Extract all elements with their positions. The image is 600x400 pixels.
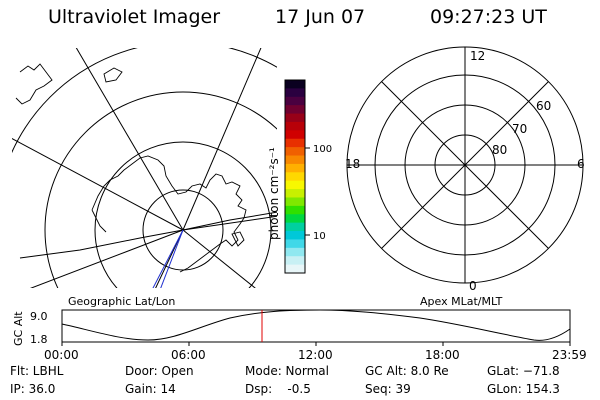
colorbar-swatch	[285, 121, 305, 131]
colorbar-swatch	[285, 239, 305, 249]
colorbar-swatch	[285, 105, 305, 115]
geo-lon-line	[182, 48, 262, 231]
altitude-timeline: 00:00 06:00 12:00 18:00 23:59 9.0 1.8 GC…	[12, 309, 587, 362]
colorbar-swatch	[285, 138, 305, 148]
colorbar-frame	[284, 79, 306, 274]
timeline-frame	[61, 309, 571, 343]
geo-lat-circle	[44, 91, 277, 288]
geo-blue-line	[160, 229, 184, 288]
coastline	[231, 231, 245, 247]
apex-polar-plot	[346, 46, 584, 284]
glat-value: GLat: −71.8	[487, 364, 560, 378]
coastline	[15, 63, 53, 105]
seq-value: Seq: 39	[365, 382, 411, 396]
mlt-label-left: 18	[345, 157, 360, 171]
geo-blue-line	[152, 229, 184, 288]
app-title: Ultraviolet Imager	[48, 6, 221, 28]
colorbar-swatch	[285, 214, 305, 224]
timeline-ytick-label: 1.8	[30, 333, 48, 346]
door-value: Door: Open	[125, 364, 194, 378]
colorbar-gradient	[285, 80, 305, 274]
mlt-diagonal	[381, 81, 549, 249]
timeline-xtick-label: 00:00	[44, 348, 79, 362]
timeline-xtick-label: 18:00	[425, 348, 460, 362]
gain-value: Gain: 14	[125, 382, 176, 396]
colorbar-swatch	[285, 155, 305, 165]
colorbar-swatch	[285, 189, 305, 199]
geo-lat-circle	[94, 141, 272, 288]
geo-lon-line	[12, 137, 184, 231]
mlat-label: 60	[536, 99, 551, 113]
colorbar-unit-label: photon cm⁻²s⁻¹	[267, 147, 281, 240]
geo-track-line	[19, 211, 277, 259]
timeline-xtick-label: 12:00	[298, 348, 333, 362]
colorbar: 100 10 photon cm⁻²s⁻¹	[267, 79, 332, 274]
geographic-map	[12, 48, 277, 288]
geo-lon-line	[182, 229, 256, 288]
mlat-label: 80	[492, 143, 507, 157]
geo-lon-line	[75, 48, 184, 231]
colorbar-swatch	[285, 113, 305, 123]
colorbar-swatch	[285, 88, 305, 98]
glon-value: GLon: 154.3	[487, 382, 560, 396]
time-label: 09:27:23 UT	[430, 6, 547, 28]
colorbar-swatch	[285, 222, 305, 232]
colorbar-tick-label: 10	[313, 231, 326, 242]
mlt-label-top: 12	[470, 49, 485, 63]
mlt-label-bottom: 0	[469, 279, 477, 293]
mlt-label-right: 6	[577, 157, 585, 171]
timeline-ytick-label: 9.0	[30, 310, 48, 323]
timeline-ylabel: GC Alt	[12, 311, 25, 346]
gc-alt-value: GC Alt: 8.0 Re	[365, 364, 449, 378]
colorbar-swatch	[285, 180, 305, 190]
colorbar-swatch	[285, 247, 305, 257]
timeline-xtick-label: 06:00	[171, 348, 206, 362]
coastline	[103, 67, 123, 83]
apex-map-title: Apex MLat/MLT	[420, 295, 503, 308]
ip-value: IP: 36.0	[10, 382, 56, 396]
geo-map-title: Geographic Lat/Lon	[68, 295, 175, 308]
colorbar-swatch	[285, 231, 305, 241]
timeline-xtick-label: 23:59	[552, 348, 587, 362]
colorbar-swatch	[285, 197, 305, 207]
dsp-value: Dsp: -0.5	[245, 382, 311, 396]
colorbar-swatch	[285, 172, 305, 182]
colorbar-swatch	[285, 205, 305, 215]
geo-lon-line	[182, 215, 277, 231]
colorbar-swatch	[285, 80, 305, 89]
date-label: 17 Jun 07	[275, 6, 366, 28]
colorbar-swatch	[285, 163, 305, 173]
geo-lat-circle	[12, 48, 277, 154]
coastline	[91, 155, 247, 273]
colorbar-swatch	[285, 264, 305, 274]
geo-lon-line	[29, 229, 184, 288]
colorbar-swatch	[285, 147, 305, 157]
filter-value: Flt: LBHL	[10, 364, 64, 378]
mlat-label: 70	[512, 122, 527, 136]
mode-value: Mode: Normal	[245, 364, 329, 378]
colorbar-swatch	[285, 96, 305, 106]
colorbar-swatch	[285, 256, 305, 266]
altitude-curve	[61, 309, 571, 341]
colorbar-tick-label: 100	[313, 144, 332, 155]
colorbar-swatch	[285, 130, 305, 140]
